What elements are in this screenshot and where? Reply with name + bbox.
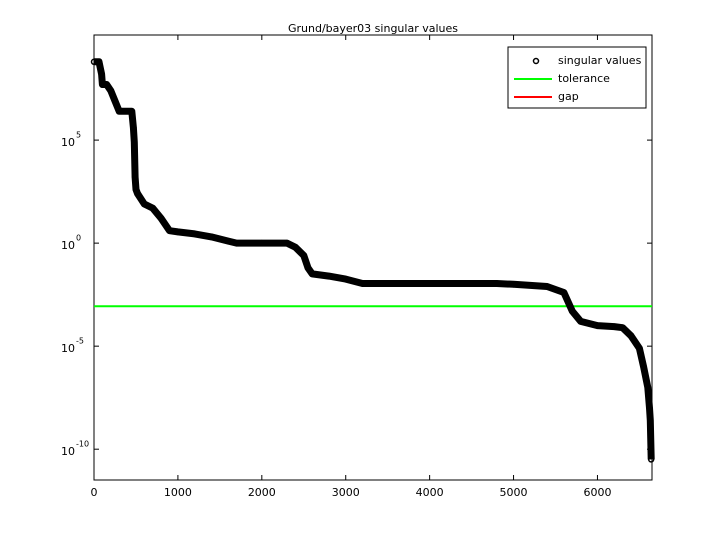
point [594,322,601,329]
point [292,244,299,251]
legend-marker [532,57,540,65]
point [208,233,215,241]
point [103,81,110,88]
point [131,173,139,181]
point [134,190,141,197]
y-tick-exponent: 0 [76,234,81,243]
x-tick-label: 5000 [500,486,528,499]
point [647,417,654,424]
y-tick-label: 10 [61,136,75,149]
x-tick-label: 0 [91,486,98,499]
point [99,81,106,88]
point [225,237,232,245]
point [510,281,517,288]
point [128,108,136,115]
point [283,239,291,247]
point [157,215,165,222]
y-tick-exponent: -10 [76,440,89,449]
point [107,87,115,94]
point [258,239,266,247]
point [493,280,501,287]
x-tick-label: 4000 [416,486,444,499]
point [619,324,626,331]
point [644,384,652,391]
point [131,138,138,146]
point [141,200,148,208]
point [640,363,647,371]
y-tick-exponent: 5 [76,131,81,140]
point [233,239,240,247]
chart-title: Grund/bayer03 singular values [288,22,458,35]
point [111,97,119,105]
plot-area [93,34,653,481]
x-tick-label: 2000 [248,486,276,499]
legend-label: singular values [558,54,642,67]
point [166,227,173,234]
y-tick-label: 10 [61,342,75,355]
point [636,345,643,352]
point [610,323,618,330]
x-tick-label: 6000 [583,486,611,499]
point [627,332,635,340]
point [543,283,551,290]
point [342,275,349,283]
point [95,58,103,66]
y-tick-exponent: -5 [76,337,84,346]
point [359,280,366,287]
point [98,70,105,78]
legend-label: tolerance [558,72,610,85]
point [560,289,568,296]
y-tick-label: 10 [61,239,75,252]
point [174,228,182,236]
point [325,272,333,280]
point [426,280,433,287]
point [149,204,156,212]
x-tick-label: 3000 [332,486,360,499]
legend-label: gap [558,90,579,103]
point [647,456,655,463]
x-tick-label: 1000 [164,486,192,499]
point [300,252,308,259]
point [115,108,123,115]
point [577,318,584,325]
point [191,230,198,238]
series-trace [94,58,655,460]
point [569,307,576,315]
point [130,124,137,131]
point [308,270,316,278]
y-tick-label: 10 [61,445,75,458]
point [646,404,653,412]
point [304,264,312,272]
